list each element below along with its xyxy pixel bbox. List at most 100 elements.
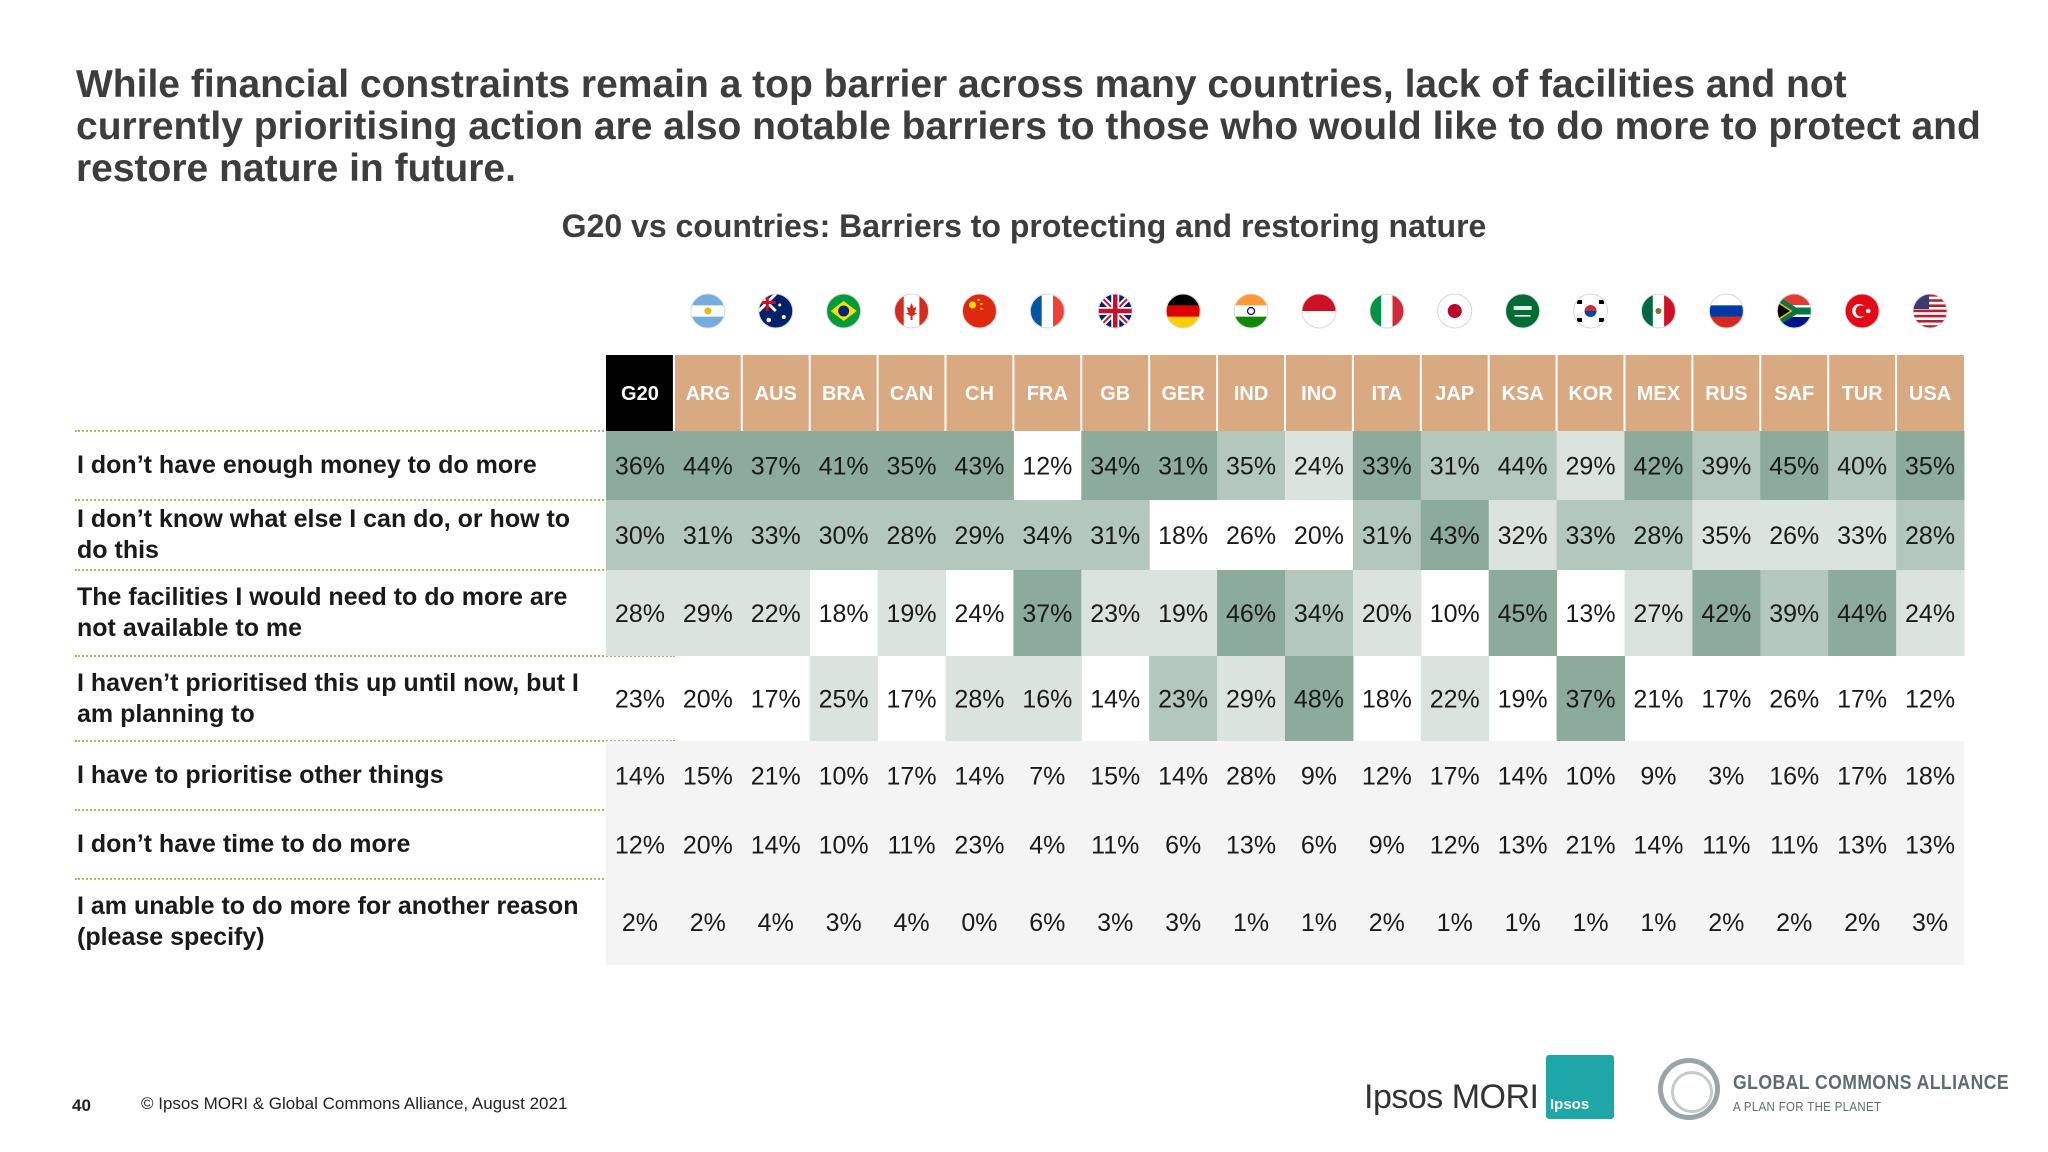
value-label: 43% (954, 453, 1004, 481)
value-label: 12% (1430, 832, 1480, 860)
column-header-jap: JAP (1435, 383, 1474, 405)
value-label: 14% (1158, 763, 1208, 791)
header-cell-arg (673, 355, 742, 431)
column-header-bra: BRA (822, 383, 865, 405)
page-number: 40 (72, 1096, 91, 1115)
value-label: 42% (1633, 453, 1683, 481)
column-header-aus: AUS (755, 383, 797, 405)
value-label: 13% (1837, 832, 1887, 860)
france-flag-icon (1029, 293, 1065, 329)
value-label: 17% (751, 686, 801, 714)
ipsos-logo-label: Ipsos (1550, 1096, 1590, 1113)
value-label: 36% (615, 453, 665, 481)
heat-cell (1285, 656, 1354, 741)
global-commons-alliance-logo-icon (1658, 1058, 1720, 1120)
value-label: 42% (1701, 600, 1751, 628)
heat-cell (1488, 570, 1558, 656)
row-label: I have to prioritise other things (77, 761, 444, 789)
value-label: 19% (1498, 686, 1548, 714)
header-cell-can (877, 355, 946, 431)
value-label: 20% (683, 686, 733, 714)
india-flag-icon (1233, 293, 1269, 329)
value-label: 19% (1158, 600, 1208, 628)
value-label: 35% (887, 453, 937, 481)
value-label: 1% (1572, 909, 1608, 937)
value-label: 37% (1022, 600, 1072, 628)
value-label: 33% (751, 522, 801, 550)
value-label: 46% (1226, 600, 1276, 628)
value-label: 28% (1633, 522, 1683, 550)
value-label: 19% (887, 600, 937, 628)
value-label: 6% (1301, 832, 1337, 860)
heat-cell (1488, 431, 1558, 500)
value-label: 17% (887, 763, 937, 791)
row-separator (75, 499, 675, 501)
russia-flag-icon (1708, 293, 1744, 329)
value-label: 1% (1301, 909, 1337, 937)
header-cell-kor (1556, 355, 1625, 431)
value-label: 6% (1165, 832, 1201, 860)
country-flags (690, 293, 1948, 329)
headline: While financial constraints remain a top… (76, 63, 1981, 190)
heat-cell (1013, 500, 1082, 570)
value-label: 33% (1837, 522, 1887, 550)
value-label: 34% (1294, 600, 1344, 628)
value-label: 28% (1226, 763, 1276, 791)
value-label: 34% (1090, 453, 1140, 481)
header-cell-usa (1896, 355, 1964, 431)
value-label: 40% (1837, 453, 1887, 481)
value-label: 7% (1029, 763, 1065, 791)
heat-cell (741, 431, 811, 500)
value-label: 11% (887, 832, 935, 860)
row-label: I haven’t prioritised this up until now,… (77, 668, 579, 728)
barriers-heatmap-table: G20 ARG AUS BRA CAN CH FRA GB GER IND INO ITA JAP KSA… (606, 355, 1965, 965)
brazil-flag-icon (826, 293, 862, 329)
column-header-ch: CH (965, 383, 994, 405)
header-cell-jap (1420, 355, 1489, 431)
value-label: 31% (683, 522, 733, 550)
value-label: 29% (683, 600, 733, 628)
value-label: 2% (1844, 909, 1880, 937)
heat-cell (1828, 570, 1897, 656)
value-label: 39% (1701, 453, 1751, 481)
value-label: 37% (751, 453, 801, 481)
heat-cell (1896, 570, 1965, 656)
value-label: 9% (1640, 763, 1676, 791)
value-label: 17% (1837, 763, 1887, 791)
canada-flag-icon (894, 293, 930, 329)
value-label: 44% (1837, 600, 1887, 628)
row-separator (75, 430, 675, 432)
value-label: 13% (1226, 832, 1276, 860)
header-cell-mex (1624, 355, 1693, 431)
value-label: 18% (1905, 763, 1955, 791)
value-label: 24% (1294, 453, 1344, 481)
value-label: 1% (1437, 909, 1473, 937)
value-label: 16% (1769, 763, 1819, 791)
header-cell-ind (1217, 355, 1285, 431)
column-header-usa: USA (1909, 383, 1951, 405)
heat-cell (1285, 431, 1354, 500)
value-label: 18% (1362, 686, 1412, 714)
value-label: 10% (1566, 763, 1616, 791)
value-label: 12% (1022, 453, 1072, 481)
heat-cell (877, 431, 946, 500)
heat-cell (1217, 431, 1286, 500)
row-background (606, 741, 1964, 810)
value-label: 14% (1090, 686, 1140, 714)
value-label: 18% (1158, 522, 1208, 550)
value-label: 2% (690, 909, 726, 937)
value-label: 20% (1362, 600, 1412, 628)
value-label: 1% (1640, 909, 1676, 937)
ipsos-logo-icon: Ipsos (1546, 1055, 1614, 1119)
value-label: 17% (1701, 686, 1751, 714)
value-label: 22% (1430, 686, 1480, 714)
ipsos-mori-logo-text: Ipsos MORI (1364, 1078, 1539, 1116)
value-label: 31% (1158, 453, 1208, 481)
south-korea-flag-icon (1573, 293, 1609, 329)
heat-cell (945, 500, 1014, 570)
value-label: 10% (1430, 600, 1480, 628)
header-cell-ger (1149, 355, 1218, 431)
heat-cell (1149, 570, 1218, 656)
column-header-ger: GER (1161, 383, 1205, 405)
value-label: 1% (1233, 909, 1269, 937)
